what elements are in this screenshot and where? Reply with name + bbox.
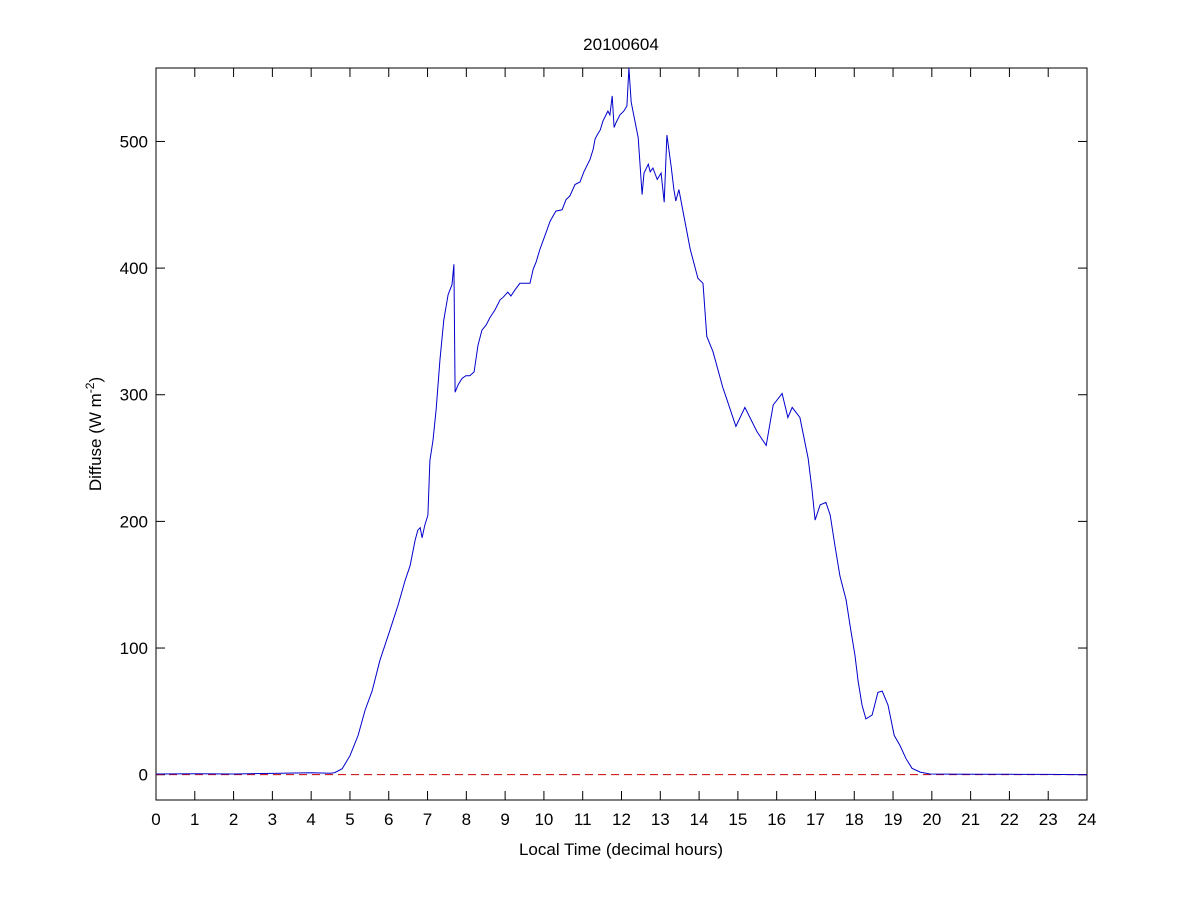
y-tick-label: 400 [120, 259, 148, 278]
x-tick-label: 2 [229, 810, 238, 829]
y-tick-label: 500 [120, 132, 148, 151]
x-tick-label: 16 [767, 810, 786, 829]
x-tick-label: 14 [690, 810, 709, 829]
x-tick-label: 21 [961, 810, 980, 829]
x-axis-label: Local Time (decimal hours) [519, 840, 723, 859]
y-axis-label: Diffuse (W m-2) [83, 377, 105, 491]
y-tick-label: 0 [139, 766, 148, 785]
y-tick-label: 100 [120, 639, 148, 658]
series-line [155, 67, 1088, 776]
x-tick-label: 3 [268, 810, 277, 829]
x-tick-label: 17 [806, 810, 825, 829]
x-tick-label: 11 [574, 810, 592, 829]
x-tick-label: 24 [1078, 810, 1097, 829]
x-tick-label: 18 [845, 810, 864, 829]
y-tick-label: 200 [120, 512, 148, 531]
y-axis-label-sup: -2 [83, 382, 97, 393]
x-tick-label: 19 [884, 810, 903, 829]
x-tick-label: 4 [306, 810, 315, 829]
x-tick-label: 12 [612, 810, 631, 829]
x-tick-label: 6 [384, 810, 393, 829]
plot-area [155, 67, 1088, 801]
x-tick-label: 23 [1039, 810, 1058, 829]
x-tick-label: 1 [190, 810, 199, 829]
x-tick-label: 7 [423, 810, 432, 829]
x-tick-label: 10 [534, 810, 553, 829]
y-axis-label-main: Diffuse (W m [86, 393, 105, 491]
x-tick-label: 13 [651, 810, 670, 829]
x-tick-label: 20 [922, 810, 941, 829]
y-tick-label: 300 [120, 386, 148, 405]
x-tick-label: 5 [345, 810, 354, 829]
x-tick-label: 15 [728, 810, 747, 829]
x-tick-label: 9 [500, 810, 509, 829]
x-tick-label: 0 [151, 810, 160, 829]
x-tick-label: 22 [1000, 810, 1019, 829]
chart-title: 20100604 [583, 35, 659, 54]
y-axis-label-end: ) [86, 377, 105, 383]
x-tick-label: 8 [462, 810, 471, 829]
